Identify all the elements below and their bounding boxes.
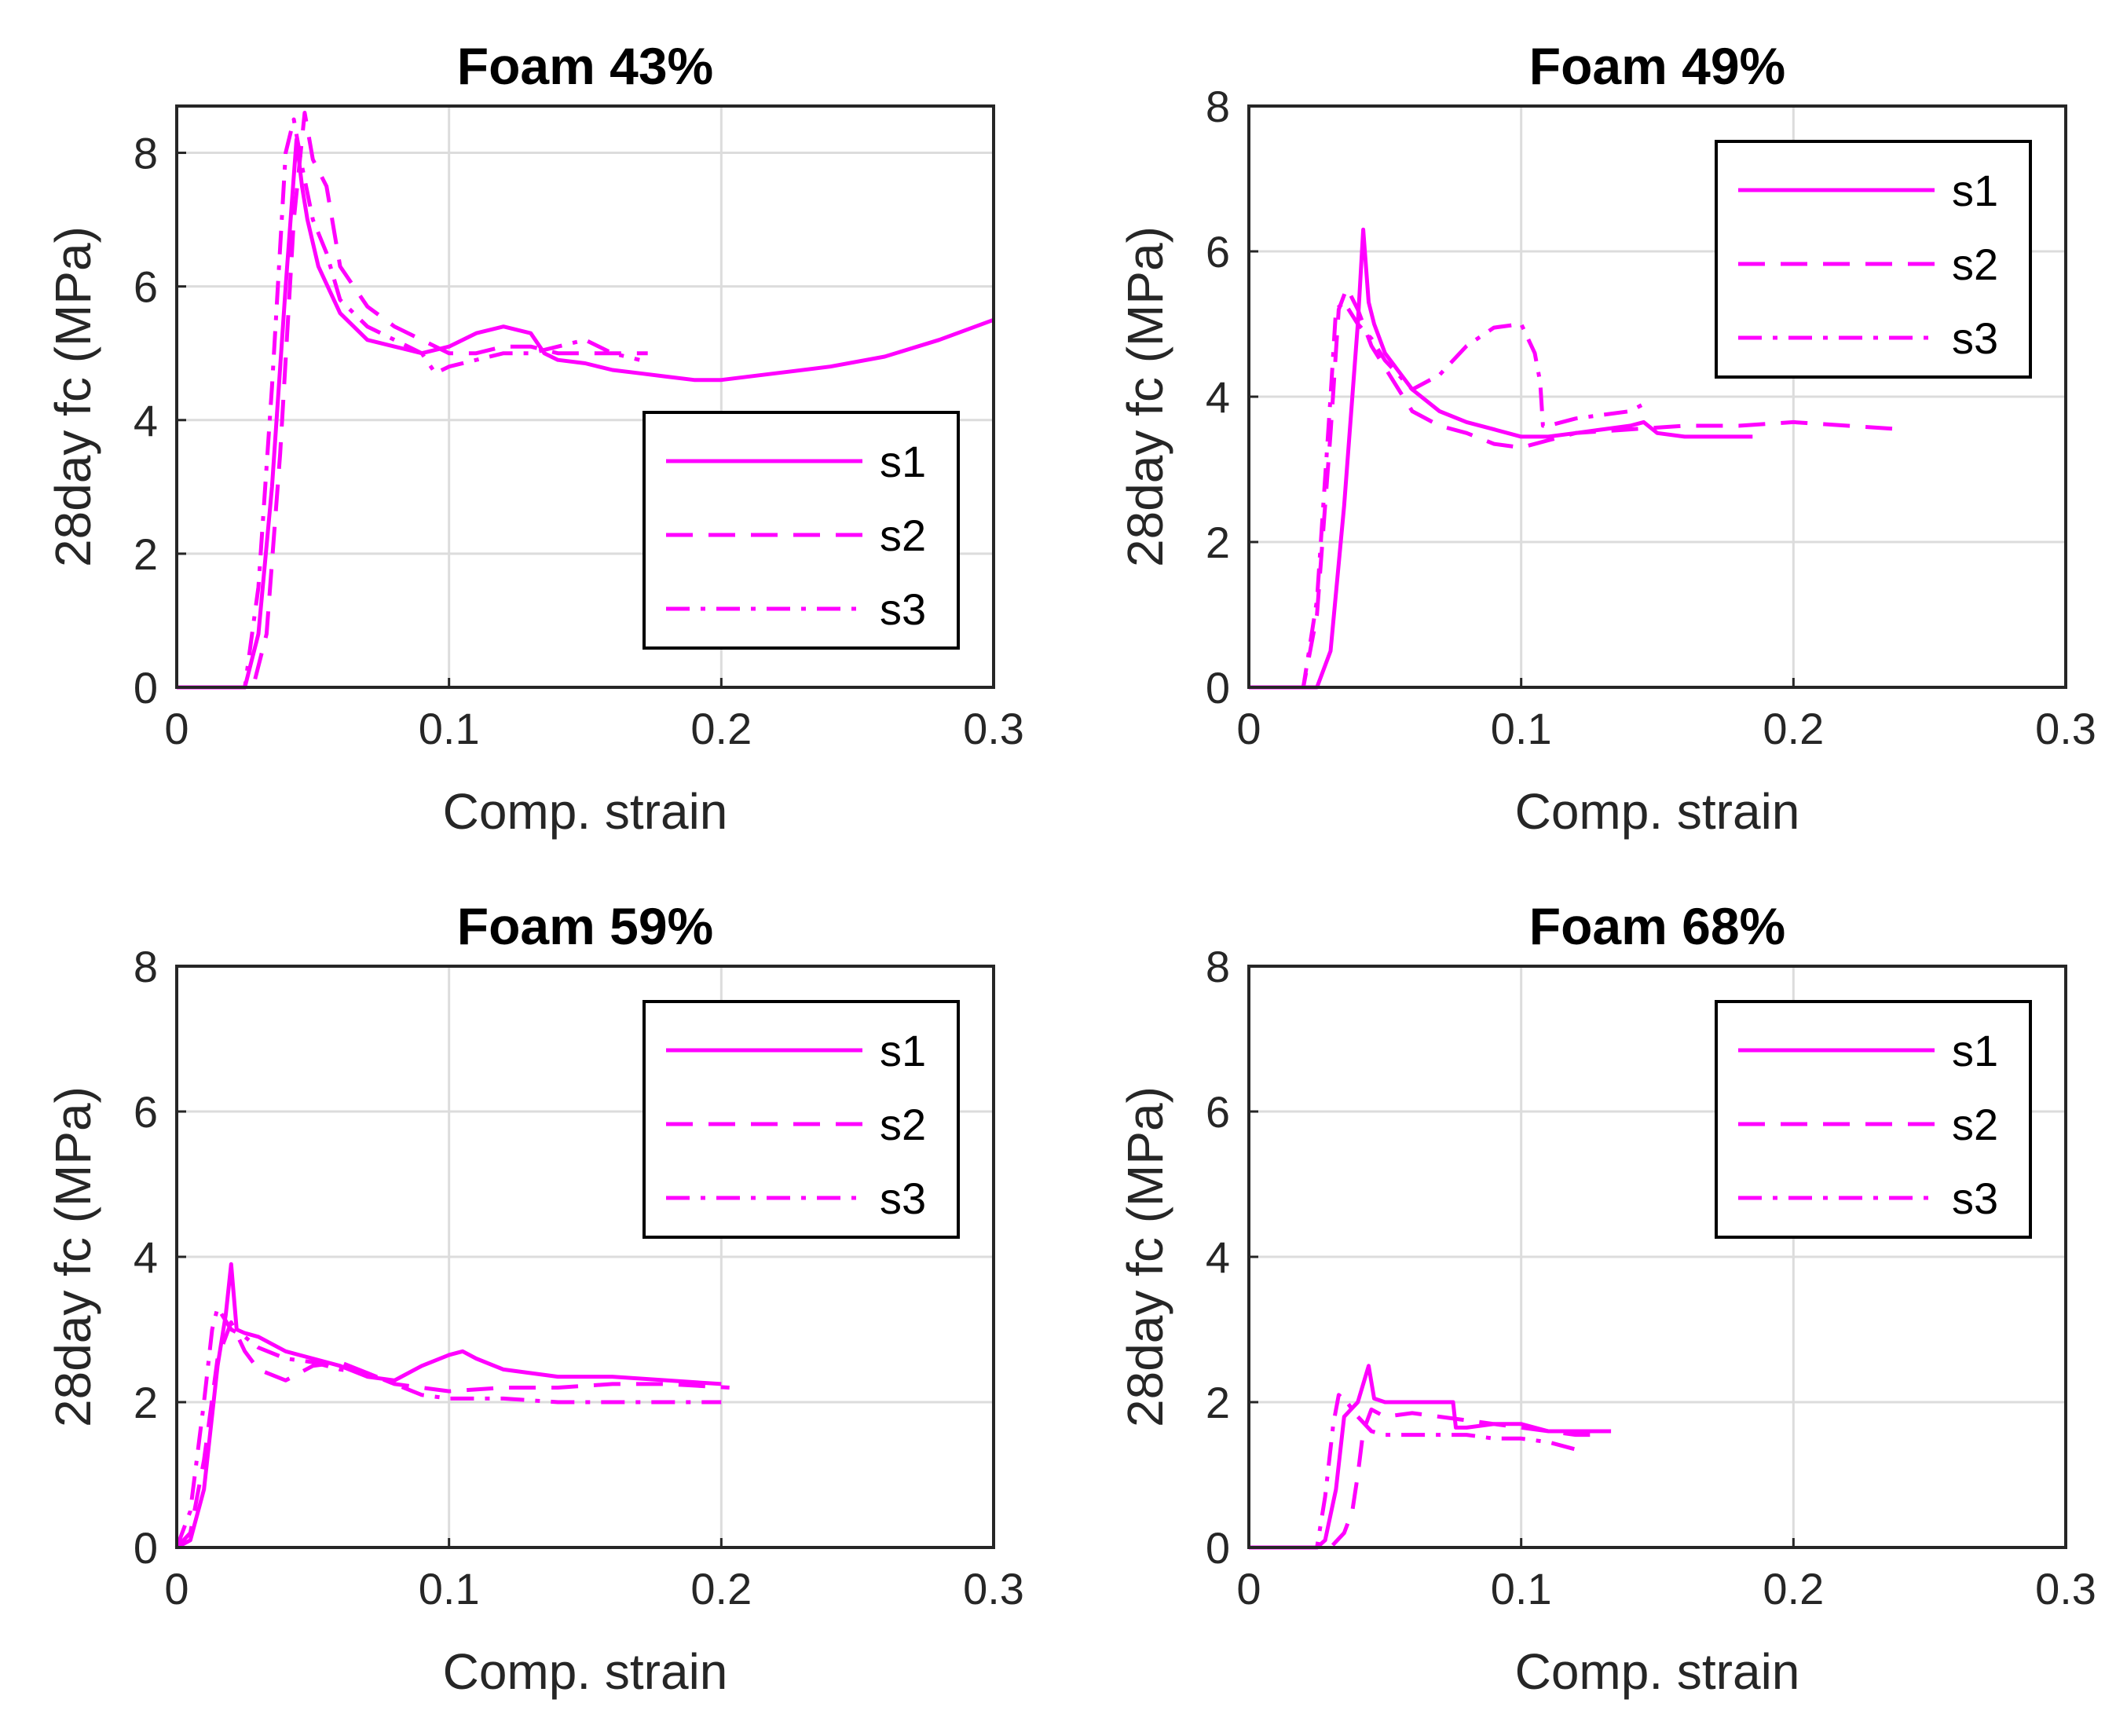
legend-label-s1: s1 (1952, 1026, 1998, 1075)
y-tick-label: 0 (1206, 1523, 1230, 1573)
legend: s1 s2 s3 (1715, 1000, 2032, 1239)
series-line-s2 (1249, 1407, 1603, 1550)
x-tick-label: 0.1 (419, 704, 480, 753)
y-tick-label: 8 (1206, 942, 1230, 991)
legend-label-s3: s3 (1952, 1174, 1998, 1223)
x-axis-label: Comp. strain (1515, 1643, 1800, 1700)
series-line-s1 (177, 137, 994, 690)
x-tick-label: 0 (164, 704, 189, 753)
x-tick-label: 0 (1236, 1564, 1261, 1613)
y-tick-label: 0 (1206, 663, 1230, 712)
x-tick-label: 0.1 (1491, 1564, 1552, 1613)
x-tick-label: 0 (164, 1564, 189, 1613)
legend-label-s2: s2 (880, 1100, 926, 1149)
legend: s1 s2 s3 (642, 411, 960, 650)
x-tick-label: 0 (1236, 704, 1261, 753)
y-tick-label: 4 (134, 396, 158, 445)
y-tick-label: 8 (1206, 82, 1230, 131)
y-tick-label: 6 (1206, 227, 1230, 277)
series-line-s3 (177, 117, 640, 690)
axes-frame (175, 965, 995, 1549)
series-line-s3 (174, 1306, 722, 1548)
y-tick-label: 2 (1206, 518, 1230, 567)
y-tick-label: 4 (1206, 1232, 1230, 1282)
y-axis-label: 28day fc (MPa) (1117, 226, 1173, 567)
chart-title: Foam 59% (457, 897, 713, 955)
subplot-foam-59: 0 0.1 0.2 0.3 0 2 4 6 8 Foam 59% Comp. strain 28day… (45, 897, 1024, 1700)
y-tick-label: 0 (134, 663, 158, 712)
x-tick-label: 0.3 (963, 704, 1024, 753)
y-tick-label: 6 (1206, 1087, 1230, 1137)
x-tick-label: 0.2 (690, 1564, 752, 1613)
legend-label-s2: s2 (1952, 1100, 1998, 1149)
y-axis-label: 28day fc (MPa) (45, 1086, 101, 1427)
x-tick-label: 0.2 (690, 704, 752, 753)
y-tick-label: 2 (1206, 1378, 1230, 1427)
series-line-s1 (1249, 227, 1753, 690)
series-line-s3 (1249, 300, 1645, 690)
y-axis-label: 28day fc (MPa) (1117, 1086, 1173, 1427)
y-tick-label: 6 (134, 1087, 158, 1137)
legend-label-s3: s3 (880, 584, 926, 634)
y-axis-label: 28day fc (MPa) (45, 226, 101, 567)
x-axis-label: Comp. strain (443, 783, 728, 840)
x-tick-label: 0.1 (1491, 704, 1552, 753)
subplot-foam-43: 0 0.1 0.2 0.3 0 2 4 6 8 Foam 43% Comp. strain 28day… (45, 37, 1024, 840)
y-tick-label: 8 (134, 129, 158, 178)
subplot-foam-68: 0 0.1 0.2 0.3 0 2 4 6 8 Foam 68% Comp. strain 28day… (1117, 897, 2096, 1700)
legend-label-s3: s3 (1952, 313, 1998, 363)
legend: s1 s2 s3 (642, 1000, 960, 1239)
legend-label-s1: s1 (880, 437, 926, 486)
legend-label-s1: s1 (1952, 166, 1998, 215)
chart-title: Foam 43% (457, 37, 713, 95)
y-tick-label: 6 (134, 262, 158, 312)
x-tick-label: 0.3 (2035, 704, 2096, 753)
y-tick-label: 2 (134, 1378, 158, 1427)
y-tick-label: 2 (134, 529, 158, 579)
chart-title: Foam 68% (1529, 897, 1785, 955)
axes-frame (175, 104, 995, 689)
y-tick-label: 4 (1206, 372, 1230, 422)
chart-title: Foam 49% (1529, 37, 1785, 95)
x-tick-label: 0.3 (963, 1564, 1024, 1613)
x-axis-label: Comp. strain (1515, 783, 1800, 840)
y-tick-label: 8 (134, 942, 158, 991)
legend-label-s2: s2 (1952, 240, 1998, 289)
legend-label-s2: s2 (880, 511, 926, 560)
legend-label-s1: s1 (880, 1026, 926, 1075)
subplot-foam-49: 0 0.1 0.2 0.3 0 2 4 6 8 Foam 49% Comp. strain 28day… (1117, 37, 2096, 840)
y-tick-label: 4 (134, 1232, 158, 1282)
x-tick-label: 0.1 (419, 1564, 480, 1613)
legend: s1 s2 s3 (1715, 140, 2032, 379)
x-tick-label: 0.2 (1763, 1564, 1824, 1613)
series-line-s2 (175, 1320, 730, 1549)
legend-label-s3: s3 (880, 1174, 926, 1223)
x-tick-label: 0.2 (1763, 704, 1824, 753)
series-line-s2 (177, 111, 648, 690)
series-line-s3 (1249, 1393, 1576, 1550)
x-axis-label: Comp. strain (443, 1643, 728, 1700)
x-tick-label: 0.3 (2035, 1564, 2096, 1613)
series-line-s2 (1249, 285, 1903, 690)
axes-frame (1247, 104, 2067, 689)
axes-frame (1247, 965, 2067, 1549)
y-tick-label: 0 (134, 1523, 158, 1573)
series-line-s1 (175, 1262, 722, 1550)
